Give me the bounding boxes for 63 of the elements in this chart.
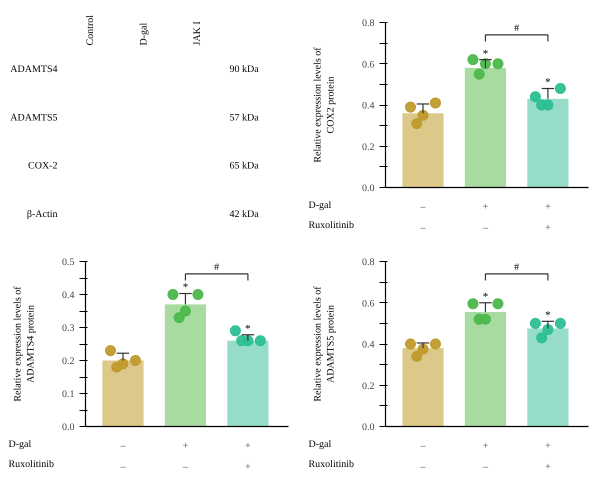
annotation: * (245, 322, 251, 335)
bar (527, 98, 569, 188)
y-tick-label: 0.0 (62, 422, 74, 433)
category-label: 57 kDa (230, 112, 259, 124)
x-tick-label: – – (419, 440, 426, 472)
bar (527, 328, 569, 426)
y-tick-label: 0.2 (362, 380, 374, 392)
y-axis-title: Relative expression levels of ADAMTS5 protein (312, 286, 336, 402)
category-label: 90 kDa (230, 64, 259, 76)
bar (164, 304, 206, 426)
text: D-gal (8, 439, 32, 450)
x-tick-label: + + (545, 440, 552, 472)
category-label: 42 kDa (230, 208, 259, 220)
y-tick-label: 0.4 (362, 100, 374, 112)
category-label: COX-2 (28, 160, 58, 172)
bar (402, 113, 444, 188)
bar (464, 68, 506, 188)
y-axis-title: Relative expression levels of ADAMTS4 protein (12, 286, 36, 402)
category-label: Control (84, 14, 96, 46)
x-tick-label: – – (419, 202, 426, 234)
annotation: * (482, 290, 488, 303)
text: Ruxolitinib (8, 459, 54, 470)
y-tick-label: 0.5 (62, 257, 74, 268)
x-tick-label: + – (182, 440, 189, 472)
annotation: * (182, 282, 188, 294)
category-label: β-Actin (26, 208, 58, 220)
y-tick-label: 0.8 (362, 257, 374, 268)
category-label: 65 kDa (230, 160, 259, 172)
y-tick-label: 0.4 (62, 290, 74, 301)
y-axis-title: Relative expression levels of COX2 protein (312, 46, 336, 163)
y-tick-label: 0.1 (62, 389, 74, 400)
x-tick-label: + + (245, 440, 252, 472)
annotation: # (514, 262, 520, 273)
x-tick-label: + + (545, 202, 552, 234)
text: Ruxolitinib (308, 459, 354, 470)
y-tick-label: 0.6 (362, 59, 374, 70)
y-tick-label: 0.0 (362, 422, 374, 433)
annotation: # (214, 262, 220, 273)
annotation: * (482, 48, 488, 60)
text: D-gal (308, 200, 332, 211)
annotation: * (545, 310, 551, 322)
bar (227, 340, 269, 426)
category-label: D-gal (138, 22, 150, 46)
y-tick-label: 0.2 (62, 356, 74, 367)
y-tick-label: 0.3 (62, 323, 74, 334)
category-label: ADAMTS4 (10, 64, 58, 76)
bar (402, 348, 444, 426)
text: Ruxolitinib (308, 220, 354, 231)
x-tick-label: – – (119, 440, 126, 472)
y-tick-label: 0.0 (362, 183, 374, 194)
annotation: # (514, 22, 520, 34)
annotation: * (545, 76, 551, 89)
bar (464, 312, 506, 426)
y-tick-label: 0.4 (362, 340, 374, 350)
category-label: ADAMTS5 (10, 112, 58, 124)
y-tick-label: 0.2 (362, 142, 374, 153)
x-tick-label: + – (482, 202, 489, 234)
y-tick-label: 0.8 (362, 18, 374, 29)
text: D-gal (308, 439, 332, 450)
bar (102, 360, 144, 426)
category-label: JAK I (192, 21, 204, 46)
y-tick-label: 0.6 (362, 298, 374, 310)
x-tick-label: + – (482, 440, 489, 472)
